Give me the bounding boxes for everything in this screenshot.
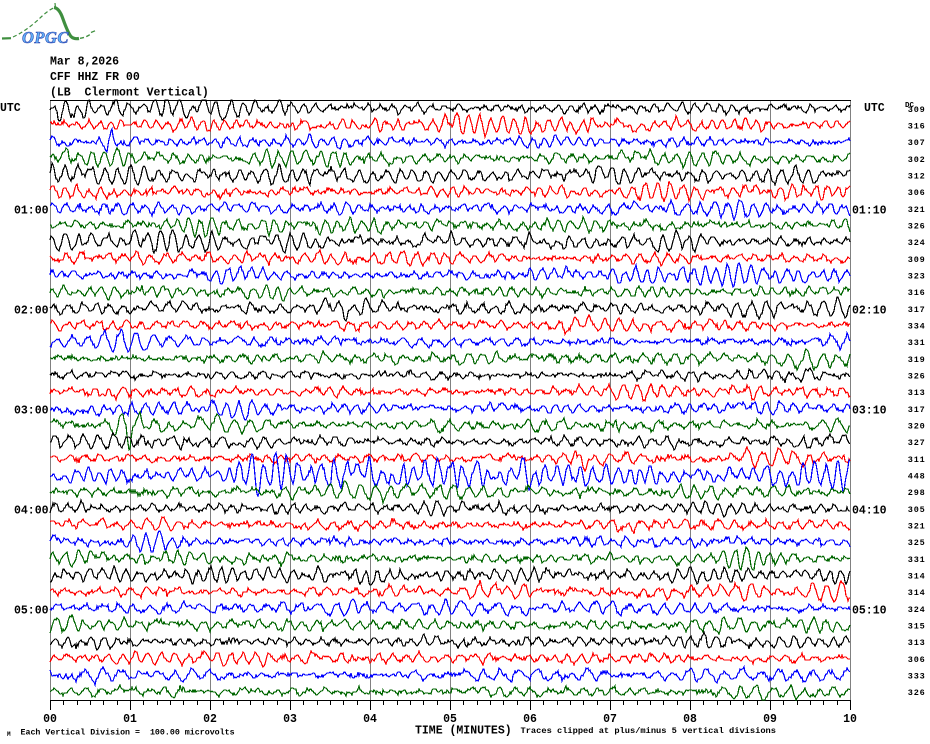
svg-text:309: 309 (908, 255, 926, 265)
svg-text:321: 321 (908, 522, 926, 532)
svg-text:331: 331 (908, 555, 926, 565)
svg-text:01:10: 01:10 (852, 204, 887, 217)
svg-text:334: 334 (908, 322, 926, 332)
svg-text:314: 314 (908, 572, 926, 582)
svg-text:311: 311 (908, 455, 926, 465)
svg-text:302: 302 (908, 155, 926, 165)
svg-text:UTC: UTC (864, 102, 885, 115)
svg-text:326: 326 (908, 222, 926, 232)
svg-text:323: 323 (908, 272, 926, 282)
svg-text:316: 316 (908, 122, 926, 132)
svg-text:DC: DC (905, 102, 915, 110)
svg-text:331: 331 (908, 338, 926, 348)
svg-text:TIME (MINUTES): TIME (MINUTES) (415, 725, 512, 738)
svg-text:309: 309 (908, 105, 926, 115)
svg-text:324: 324 (908, 605, 926, 615)
svg-text:M: M (7, 731, 11, 738)
svg-text:306: 306 (908, 655, 926, 665)
svg-text:448: 448 (908, 472, 926, 482)
svg-text:00: 00 (43, 713, 57, 726)
svg-text:326: 326 (908, 688, 926, 698)
svg-text:327: 327 (908, 438, 926, 448)
svg-text:Mar 8,2026: Mar 8,2026 (50, 56, 119, 69)
svg-text:UTC: UTC (0, 102, 21, 115)
svg-text:326: 326 (908, 372, 926, 382)
svg-text:320: 320 (908, 422, 926, 432)
svg-text:325: 325 (908, 538, 926, 548)
svg-text:314: 314 (908, 588, 926, 598)
svg-text:03:10: 03:10 (852, 404, 887, 417)
svg-text:07: 07 (603, 713, 617, 726)
svg-text:317: 317 (908, 305, 926, 315)
svg-text:CFF HHZ FR 00: CFF HHZ FR 00 (50, 71, 140, 84)
svg-text:OPGC: OPGC (22, 28, 69, 47)
svg-text:01:00: 01:00 (14, 204, 49, 217)
svg-text:306: 306 (908, 188, 926, 198)
svg-text:317: 317 (908, 405, 926, 415)
svg-text:319: 319 (908, 355, 926, 365)
svg-text:Traces clipped at plus/minus 5: Traces clipped at plus/minus 5 vertical … (521, 726, 776, 736)
svg-text:05:00: 05:00 (14, 604, 49, 617)
svg-text:02:00: 02:00 (14, 304, 49, 317)
svg-text:06: 06 (523, 713, 537, 726)
svg-text:09: 09 (763, 713, 777, 726)
svg-text:(LB Clermont Vertical): (LB Clermont Vertical) (50, 87, 209, 100)
svg-text:298: 298 (908, 488, 926, 498)
svg-text:01: 01 (123, 713, 137, 726)
svg-text:02: 02 (203, 713, 217, 726)
svg-text:307: 307 (908, 138, 926, 148)
svg-text:333: 333 (908, 672, 926, 682)
svg-text:312: 312 (908, 172, 926, 182)
svg-text:315: 315 (908, 622, 926, 632)
svg-text:10: 10 (843, 713, 857, 726)
svg-text:04: 04 (363, 713, 377, 726)
svg-text:313: 313 (908, 388, 926, 398)
svg-text:305: 305 (908, 505, 926, 515)
svg-text:05:10: 05:10 (852, 604, 887, 617)
svg-text:04:10: 04:10 (852, 504, 887, 517)
svg-text:313: 313 (908, 638, 926, 648)
svg-text:321: 321 (908, 205, 926, 215)
svg-text:324: 324 (908, 238, 926, 248)
svg-text:02:10: 02:10 (852, 304, 887, 317)
svg-text:Each Vertical Division = 100.: Each Vertical Division = 100.00 microvol… (21, 728, 235, 738)
svg-text:316: 316 (908, 288, 926, 298)
svg-text:04:00: 04:00 (14, 504, 49, 517)
svg-text:03: 03 (283, 713, 297, 726)
svg-text:05: 05 (443, 713, 457, 726)
svg-text:03:00: 03:00 (14, 404, 49, 417)
svg-text:08: 08 (683, 713, 697, 726)
